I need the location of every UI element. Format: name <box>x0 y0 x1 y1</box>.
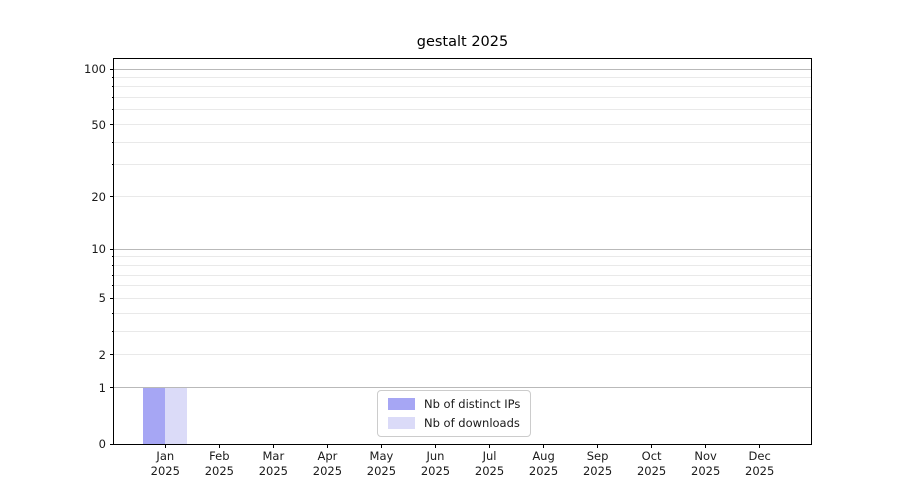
gridline-minor <box>114 330 811 332</box>
y-tick <box>110 443 114 445</box>
y-tick-minor <box>112 164 114 166</box>
x-tick-label: Mar 2025 <box>258 449 288 478</box>
y-tick-minor <box>112 76 114 78</box>
x-tick-label: Oct 2025 <box>636 449 667 478</box>
y-tick-label: 10 <box>91 242 106 257</box>
gridline-minor <box>114 297 811 299</box>
gridline-minor <box>114 164 811 166</box>
y-tick <box>110 387 114 389</box>
x-tick <box>705 444 707 448</box>
y-tick-label: 0 <box>98 437 106 451</box>
x-tick-label: Feb 2025 <box>204 449 234 478</box>
x-tick <box>164 444 166 448</box>
y-tick-minor <box>112 109 114 111</box>
chart-title: gestalt 2025 <box>416 34 509 50</box>
legend-swatch-distinct-ips <box>388 398 415 410</box>
y-tick <box>110 354 114 356</box>
x-tick <box>651 444 653 448</box>
gridline-minor <box>114 109 811 111</box>
x-tick-label: Apr 2025 <box>312 449 343 478</box>
y-tick-minor <box>112 312 114 314</box>
x-tick <box>597 444 599 448</box>
x-tick <box>489 444 491 448</box>
bar-distinct-ips <box>143 387 166 444</box>
x-tick <box>272 444 274 448</box>
y-tick-label: 20 <box>91 189 106 204</box>
y-tick-minor <box>112 97 114 99</box>
gridline-minor <box>114 86 811 88</box>
gridline-minor <box>114 274 811 276</box>
x-tick-label: Jul 2025 <box>474 449 505 478</box>
y-tick-minor <box>112 141 114 143</box>
y-tick <box>110 124 114 126</box>
gridline-minor <box>114 256 811 258</box>
gridline-minor <box>114 141 811 143</box>
gridline-minor <box>114 285 811 287</box>
legend-swatch-downloads <box>388 417 415 429</box>
x-tick <box>434 444 436 448</box>
legend-label-distinct-ips: Nb of distinct IPs <box>424 397 521 411</box>
x-tick-label: Jun 2025 <box>420 449 451 478</box>
y-tick-minor <box>112 330 114 332</box>
y-tick-minor <box>112 274 114 276</box>
gridline-minor <box>114 354 811 356</box>
legend-label-downloads: Nb of downloads <box>424 416 520 430</box>
x-tick <box>380 444 382 448</box>
y-tick <box>110 68 114 70</box>
gridline-major <box>114 68 811 70</box>
y-tick-label: 1 <box>98 380 106 395</box>
x-tick-label: Sep 2025 <box>582 449 613 478</box>
gridline-minor <box>114 196 811 198</box>
x-tick <box>326 444 328 448</box>
gridline-minor <box>114 76 811 78</box>
y-tick-minor <box>112 86 114 88</box>
y-tick <box>110 248 114 250</box>
gridline-major <box>114 387 811 389</box>
y-tick-label: 100 <box>84 62 106 76</box>
x-tick-label: May 2025 <box>366 449 397 478</box>
x-tick-label: Aug 2025 <box>528 449 559 478</box>
y-tick-label: 2 <box>98 347 106 362</box>
y-tick <box>110 196 114 198</box>
gridline-minor <box>114 264 811 266</box>
gridline-major <box>114 248 811 250</box>
y-tick-minor <box>112 264 114 266</box>
legend-item-downloads: Nb of downloads <box>388 416 520 430</box>
x-tick <box>218 444 220 448</box>
x-tick-label: Dec 2025 <box>745 449 775 478</box>
y-tick-minor <box>112 256 114 258</box>
x-tick-label: Jan 2025 <box>150 449 180 478</box>
gridline-minor <box>114 312 811 314</box>
x-tick-label: Nov 2025 <box>691 449 721 478</box>
legend-item-distinct-ips: Nb of distinct IPs <box>388 397 520 411</box>
gridline-minor <box>114 97 811 99</box>
y-tick-minor <box>112 285 114 287</box>
y-tick-label: 50 <box>91 117 106 132</box>
x-tick <box>543 444 545 448</box>
gridline-minor <box>114 124 811 126</box>
legend: Nb of distinct IPs Nb of downloads <box>377 390 532 437</box>
bar-downloads <box>165 387 188 444</box>
x-tick <box>759 444 761 448</box>
y-tick-label: 5 <box>98 291 106 306</box>
y-tick <box>110 297 114 299</box>
